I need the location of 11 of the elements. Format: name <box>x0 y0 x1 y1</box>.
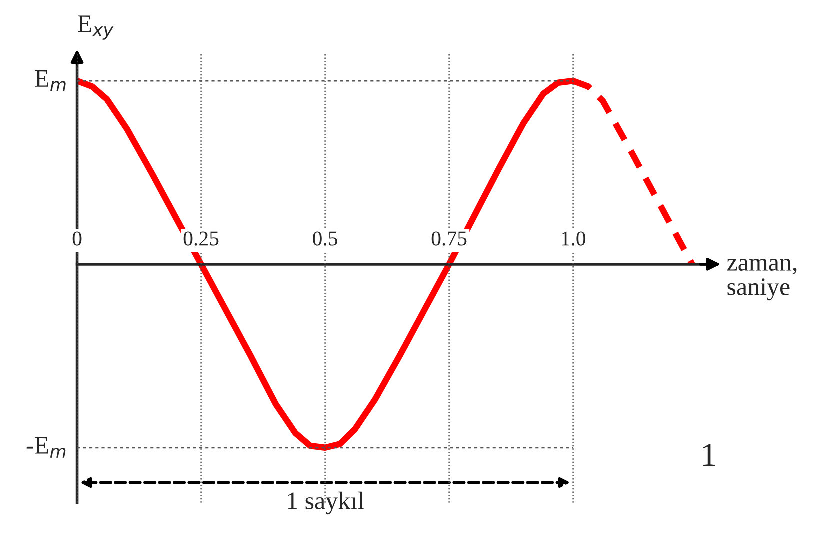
ref-line-label: E$_{m}$ <box>35 70 66 91</box>
ref-line-label: -E$_{m}$ <box>26 437 66 458</box>
annotation: 1 <box>703 444 716 466</box>
x-tick-label: 0.5 <box>313 232 338 246</box>
x-tick-label: 1.0 <box>562 232 586 246</box>
x-tick-label: 0.75 <box>432 232 467 246</box>
x-tick-label: 0.25 <box>184 232 219 246</box>
x-tick-label: 0 <box>72 232 82 246</box>
x-axis-title: zaman, saniye <box>727 259 797 301</box>
y-axis-title: E$_{xy}$ <box>78 16 114 40</box>
text: 1 saykıl <box>288 492 364 515</box>
